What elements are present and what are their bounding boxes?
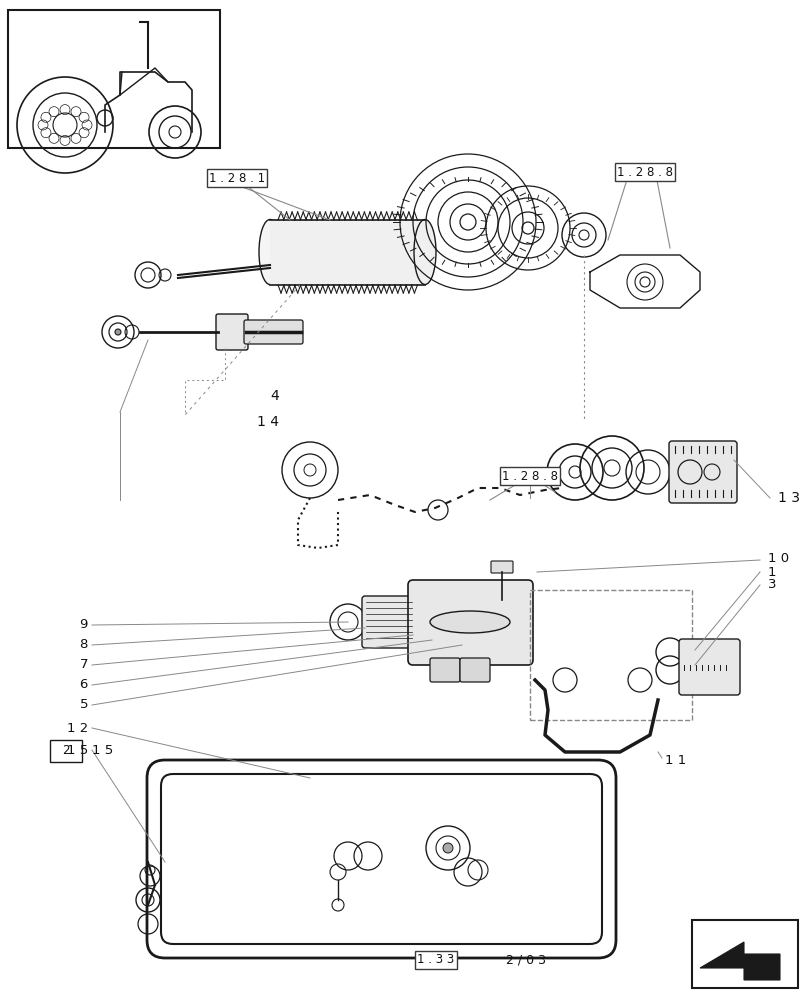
- FancyBboxPatch shape: [668, 441, 736, 503]
- FancyBboxPatch shape: [407, 580, 532, 665]
- Text: 5: 5: [79, 698, 88, 711]
- Bar: [691, 920, 797, 988]
- FancyBboxPatch shape: [216, 314, 247, 350]
- Text: 6: 6: [79, 678, 88, 692]
- Circle shape: [115, 329, 121, 335]
- Bar: [50, 740, 82, 762]
- FancyBboxPatch shape: [491, 561, 513, 573]
- Text: 1 4: 1 4: [257, 415, 279, 429]
- Ellipse shape: [259, 220, 281, 284]
- Text: 8: 8: [79, 638, 88, 652]
- Text: 1 5: 1 5: [92, 744, 113, 758]
- FancyBboxPatch shape: [243, 320, 303, 344]
- FancyBboxPatch shape: [460, 658, 489, 682]
- Bar: [530, 590, 691, 720]
- Text: 1 0: 1 0: [767, 552, 788, 564]
- Text: 4: 4: [270, 389, 279, 403]
- Text: 1 1: 1 1: [664, 754, 685, 766]
- Text: 1 . 2 8 . 8: 1 . 2 8 . 8: [616, 166, 672, 179]
- Text: 2 / 0 3: 2 / 0 3: [505, 953, 545, 966]
- Text: 1 . 3 3: 1 . 3 3: [417, 953, 454, 966]
- FancyBboxPatch shape: [678, 639, 739, 695]
- Circle shape: [443, 843, 453, 853]
- Text: 1: 1: [767, 566, 775, 578]
- Text: 1 5: 1 5: [67, 743, 88, 756]
- Text: 1 . 2 8 . 8: 1 . 2 8 . 8: [501, 470, 557, 483]
- Text: 9: 9: [79, 618, 88, 632]
- Text: 1 2: 1 2: [67, 721, 88, 734]
- Text: 1 . 2 8 . 1: 1 . 2 8 . 1: [208, 172, 264, 185]
- FancyBboxPatch shape: [430, 658, 460, 682]
- FancyBboxPatch shape: [362, 596, 415, 648]
- Polygon shape: [699, 942, 779, 980]
- Ellipse shape: [414, 220, 436, 284]
- Text: 2: 2: [62, 744, 70, 758]
- Text: 7: 7: [79, 658, 88, 672]
- Bar: [270, 220, 424, 285]
- Text: 1 3: 1 3: [777, 491, 799, 505]
- Ellipse shape: [430, 611, 509, 633]
- Text: 3: 3: [767, 578, 775, 591]
- Bar: [8, 10, 220, 148]
